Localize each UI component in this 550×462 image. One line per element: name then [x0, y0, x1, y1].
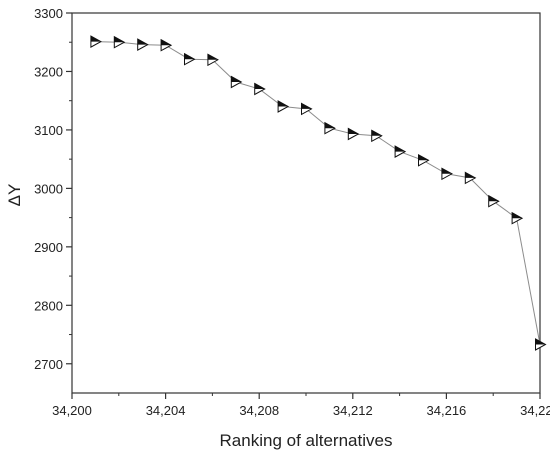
data-point [254, 82, 266, 96]
marker-fill [371, 130, 382, 136]
marker-fill [418, 154, 429, 161]
marker-fill [465, 172, 476, 178]
marker-fill [535, 339, 546, 345]
y-tick-label: 2800 [34, 298, 63, 313]
data-point [488, 194, 500, 208]
y-tick-label: 3000 [34, 181, 63, 196]
data-point [207, 53, 219, 67]
data-point [230, 75, 243, 89]
data-point [137, 38, 149, 51]
marker-fill [184, 53, 195, 60]
marker-fill [137, 39, 148, 45]
x-tick-label: 34,220 [520, 403, 550, 418]
marker-fill [324, 122, 335, 129]
data-point [394, 145, 407, 158]
x-tick-label: 34,200 [52, 403, 92, 418]
marker-fill [114, 36, 125, 43]
y-axis-title: ΔY [5, 184, 24, 207]
data-point [511, 211, 524, 225]
data-point [184, 52, 196, 66]
x-axis: 34,200 34,204 34,208 34,212 34,216 34,220 [52, 393, 550, 418]
marker-fill [488, 195, 499, 202]
data-point [90, 35, 102, 48]
plot-frame [71, 12, 541, 394]
series-layer [90, 35, 547, 351]
x-tick-label: 34,208 [239, 403, 279, 418]
data-point [441, 167, 453, 181]
plot-border [71, 12, 541, 394]
data-point [113, 35, 126, 49]
data-point [324, 121, 336, 135]
y-tick-label: 3200 [34, 64, 63, 79]
y-tick-label: 3300 [34, 6, 63, 21]
x-tick-label: 34,204 [146, 403, 186, 418]
data-point [418, 153, 430, 167]
marker-fill [512, 212, 523, 219]
y-axis: 2700 2800 2900 3000 3100 3200 3300 [34, 6, 72, 372]
marker-fill [90, 36, 101, 42]
x-axis-title: Ranking of alternatives [220, 431, 393, 450]
marker-fill [441, 168, 452, 174]
marker-fill [278, 101, 289, 107]
data-point [277, 100, 290, 113]
marker-fill [301, 103, 312, 109]
marker-fill [231, 76, 242, 82]
series-line [95, 41, 541, 345]
data-point [464, 171, 477, 185]
data-point [160, 38, 173, 52]
y-tick-label: 3100 [34, 123, 63, 138]
marker-fill [348, 128, 359, 134]
data-point [301, 102, 313, 116]
marker-fill [254, 83, 265, 89]
marker-fill [161, 39, 172, 46]
x-tick-label: 34,212 [333, 403, 373, 418]
marker-fill [207, 54, 218, 60]
y-tick-label: 2700 [34, 357, 63, 372]
x-tick-label: 34,216 [427, 403, 467, 418]
marker-fill [395, 146, 406, 152]
data-point [535, 338, 547, 351]
y-tick-label: 2900 [34, 240, 63, 255]
data-point [347, 127, 360, 141]
data-point [371, 129, 383, 143]
